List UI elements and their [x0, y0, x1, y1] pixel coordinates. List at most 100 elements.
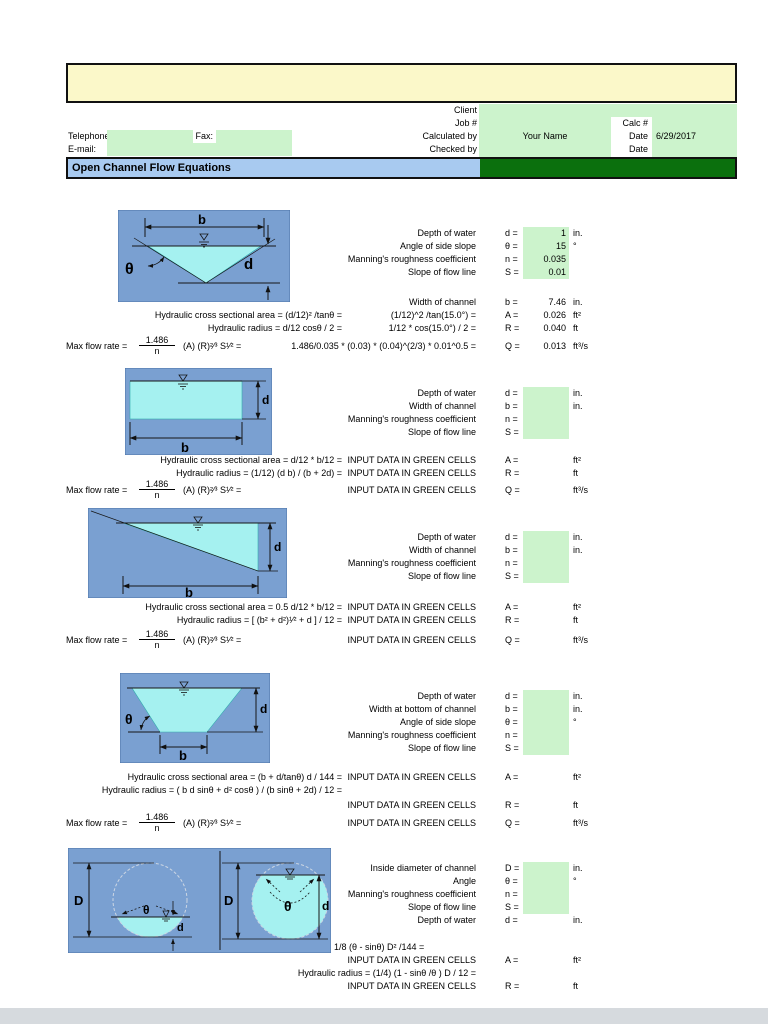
telephone-label: Telephone: — [68, 131, 113, 141]
input-row: Manning's roughness coefficient n = — [0, 557, 768, 570]
result-symbol: R = — [505, 468, 520, 478]
input-cell[interactable]: 15 — [523, 240, 569, 253]
email-input-cell[interactable] — [107, 143, 292, 156]
input-cell[interactable] — [523, 742, 569, 755]
input-cell[interactable] — [523, 413, 569, 426]
input-cell[interactable] — [523, 531, 569, 544]
input-row: Manning's roughness coefficient n = — [0, 729, 768, 742]
input-data-note: INPUT DATA IN GREEN CELLS — [347, 772, 476, 782]
input-cell[interactable] — [523, 862, 569, 875]
result-row: Hydraulic cross sectional area = (b + d/… — [0, 771, 768, 784]
input-row: Angle θ = ° — [0, 875, 768, 888]
max-flow-label: Max flow rate = — [66, 818, 128, 828]
result-row: Hydraulic radius = (1/12) (d b) / (b + 2… — [0, 467, 768, 480]
unit-label: ft³/s — [573, 485, 588, 495]
input-row: Width at bottom of channel b = in. — [0, 703, 768, 716]
input-cell[interactable] — [523, 716, 569, 729]
fax-input-cell[interactable] — [216, 130, 292, 143]
input-row: Manning's roughness coefficient n = — [0, 413, 768, 426]
input-symbol: n = — [505, 558, 518, 568]
input-cell[interactable] — [523, 901, 569, 914]
unit-label: ° — [573, 241, 577, 251]
dim-label-theta: θ — [125, 261, 134, 278]
page-title: Open Channel Flow Equations — [68, 159, 480, 177]
header-white-label-column — [611, 117, 652, 157]
input-cell[interactable]: 0.035 — [523, 253, 569, 266]
input-cell[interactable] — [523, 875, 569, 888]
input-label: Inside diameter of channel — [370, 863, 476, 873]
input-row: Depth of water d = in. — [0, 690, 768, 703]
input-symbol: n = — [505, 414, 518, 424]
rectangular-channel-diagram: d b — [125, 368, 272, 455]
header-green-input-area[interactable] — [479, 104, 737, 157]
result-symbol: A = — [505, 602, 519, 612]
max-flow-row: Max flow rate = 1.486 n (A) (R)²⁄³ S¹⁄² =… — [0, 628, 768, 652]
fraction: 1.486 n — [139, 629, 175, 651]
dim-label-d: d — [262, 393, 269, 407]
title-block-banner — [66, 63, 737, 103]
input-cell[interactable]: 1 — [523, 227, 569, 240]
input-cell[interactable] — [523, 703, 569, 716]
fraction-denominator: n — [154, 346, 160, 356]
dim-label-D-left: D — [74, 893, 83, 908]
fraction: 1.486 n — [139, 812, 175, 834]
telephone-input-cell[interactable] — [107, 130, 193, 143]
result-row: Hydraulic cross sectional area = 0.5 d/1… — [0, 601, 768, 614]
input-cell[interactable] — [523, 729, 569, 742]
formula-text: Hydraulic cross sectional area = 0.5 d/1… — [145, 602, 342, 612]
dim-label-b: b — [181, 440, 189, 455]
input-label: Width of channel — [408, 545, 476, 555]
input-cell[interactable] — [523, 570, 569, 583]
result-label: Width of channel — [408, 297, 476, 307]
input-row: Slope of flow line S = — [0, 570, 768, 583]
input-cell[interactable] — [523, 544, 569, 557]
unit-label: in. — [573, 228, 583, 238]
input-cell[interactable] — [523, 888, 569, 901]
input-row: Depth of water d = 1 in. — [0, 227, 768, 240]
unit-label: ft² — [573, 772, 581, 782]
input-symbol: θ = — [505, 241, 518, 251]
date-value[interactable]: 6/29/2017 — [656, 131, 697, 141]
result-symbol: R = — [505, 323, 520, 333]
d-label-left: d — [177, 922, 184, 934]
unit-label: ft² — [573, 310, 581, 320]
input-row: Slope of flow line S = — [0, 426, 768, 439]
input-data-note: INPUT DATA IN GREEN CELLS — [347, 615, 476, 625]
input-label: Angle — [452, 876, 476, 886]
result-symbol: A = — [505, 772, 519, 782]
input-cell[interactable] — [523, 426, 569, 439]
input-data-note: INPUT DATA IN GREEN CELLS — [347, 485, 476, 495]
input-symbol: θ = — [505, 876, 518, 886]
unit-label: in. — [573, 704, 583, 714]
result-symbol: Q = — [505, 818, 520, 828]
input-label: Manning's roughness coefficient — [347, 730, 476, 740]
input-symbol: b = — [505, 704, 518, 714]
result-symbol: A = — [505, 455, 519, 465]
input-label: Slope of flow line — [407, 571, 476, 581]
job-number-label: Job # — [454, 118, 477, 128]
unit-label: in. — [573, 532, 583, 542]
result-value: 7.46 — [548, 297, 566, 307]
input-cell[interactable] — [523, 690, 569, 703]
triangular-channel-diagram: b θ d — [118, 210, 290, 302]
unit-label: in. — [573, 297, 583, 307]
input-cell[interactable] — [523, 400, 569, 413]
fraction: 1.486 n — [139, 335, 175, 357]
input-row: Inside diameter of channel D = in. — [0, 862, 768, 875]
result-symbol: Q = — [505, 635, 520, 645]
input-label: Depth of water — [417, 915, 476, 925]
input-data-note: INPUT DATA IN GREEN CELLS — [347, 955, 476, 965]
calculated-by-value[interactable]: Your Name — [522, 131, 568, 141]
input-row: Depth of water d = in. — [0, 387, 768, 400]
input-cell[interactable] — [523, 387, 569, 400]
input-symbol: n = — [505, 889, 518, 899]
dim-label-d: d — [260, 702, 267, 716]
input-cell[interactable]: 0.01 — [523, 266, 569, 279]
input-cell[interactable] — [523, 557, 569, 570]
formula-text: Hydraulic radius = (1/12) (d b) / (b + 2… — [176, 468, 342, 478]
formula-text: Hydraulic cross sectional area = d/12 * … — [160, 455, 342, 465]
dim-label-d: d — [244, 256, 253, 273]
result-value: 0.040 — [543, 323, 566, 333]
input-symbol: D = — [505, 863, 520, 873]
fraction: 1.486 n — [139, 479, 175, 501]
